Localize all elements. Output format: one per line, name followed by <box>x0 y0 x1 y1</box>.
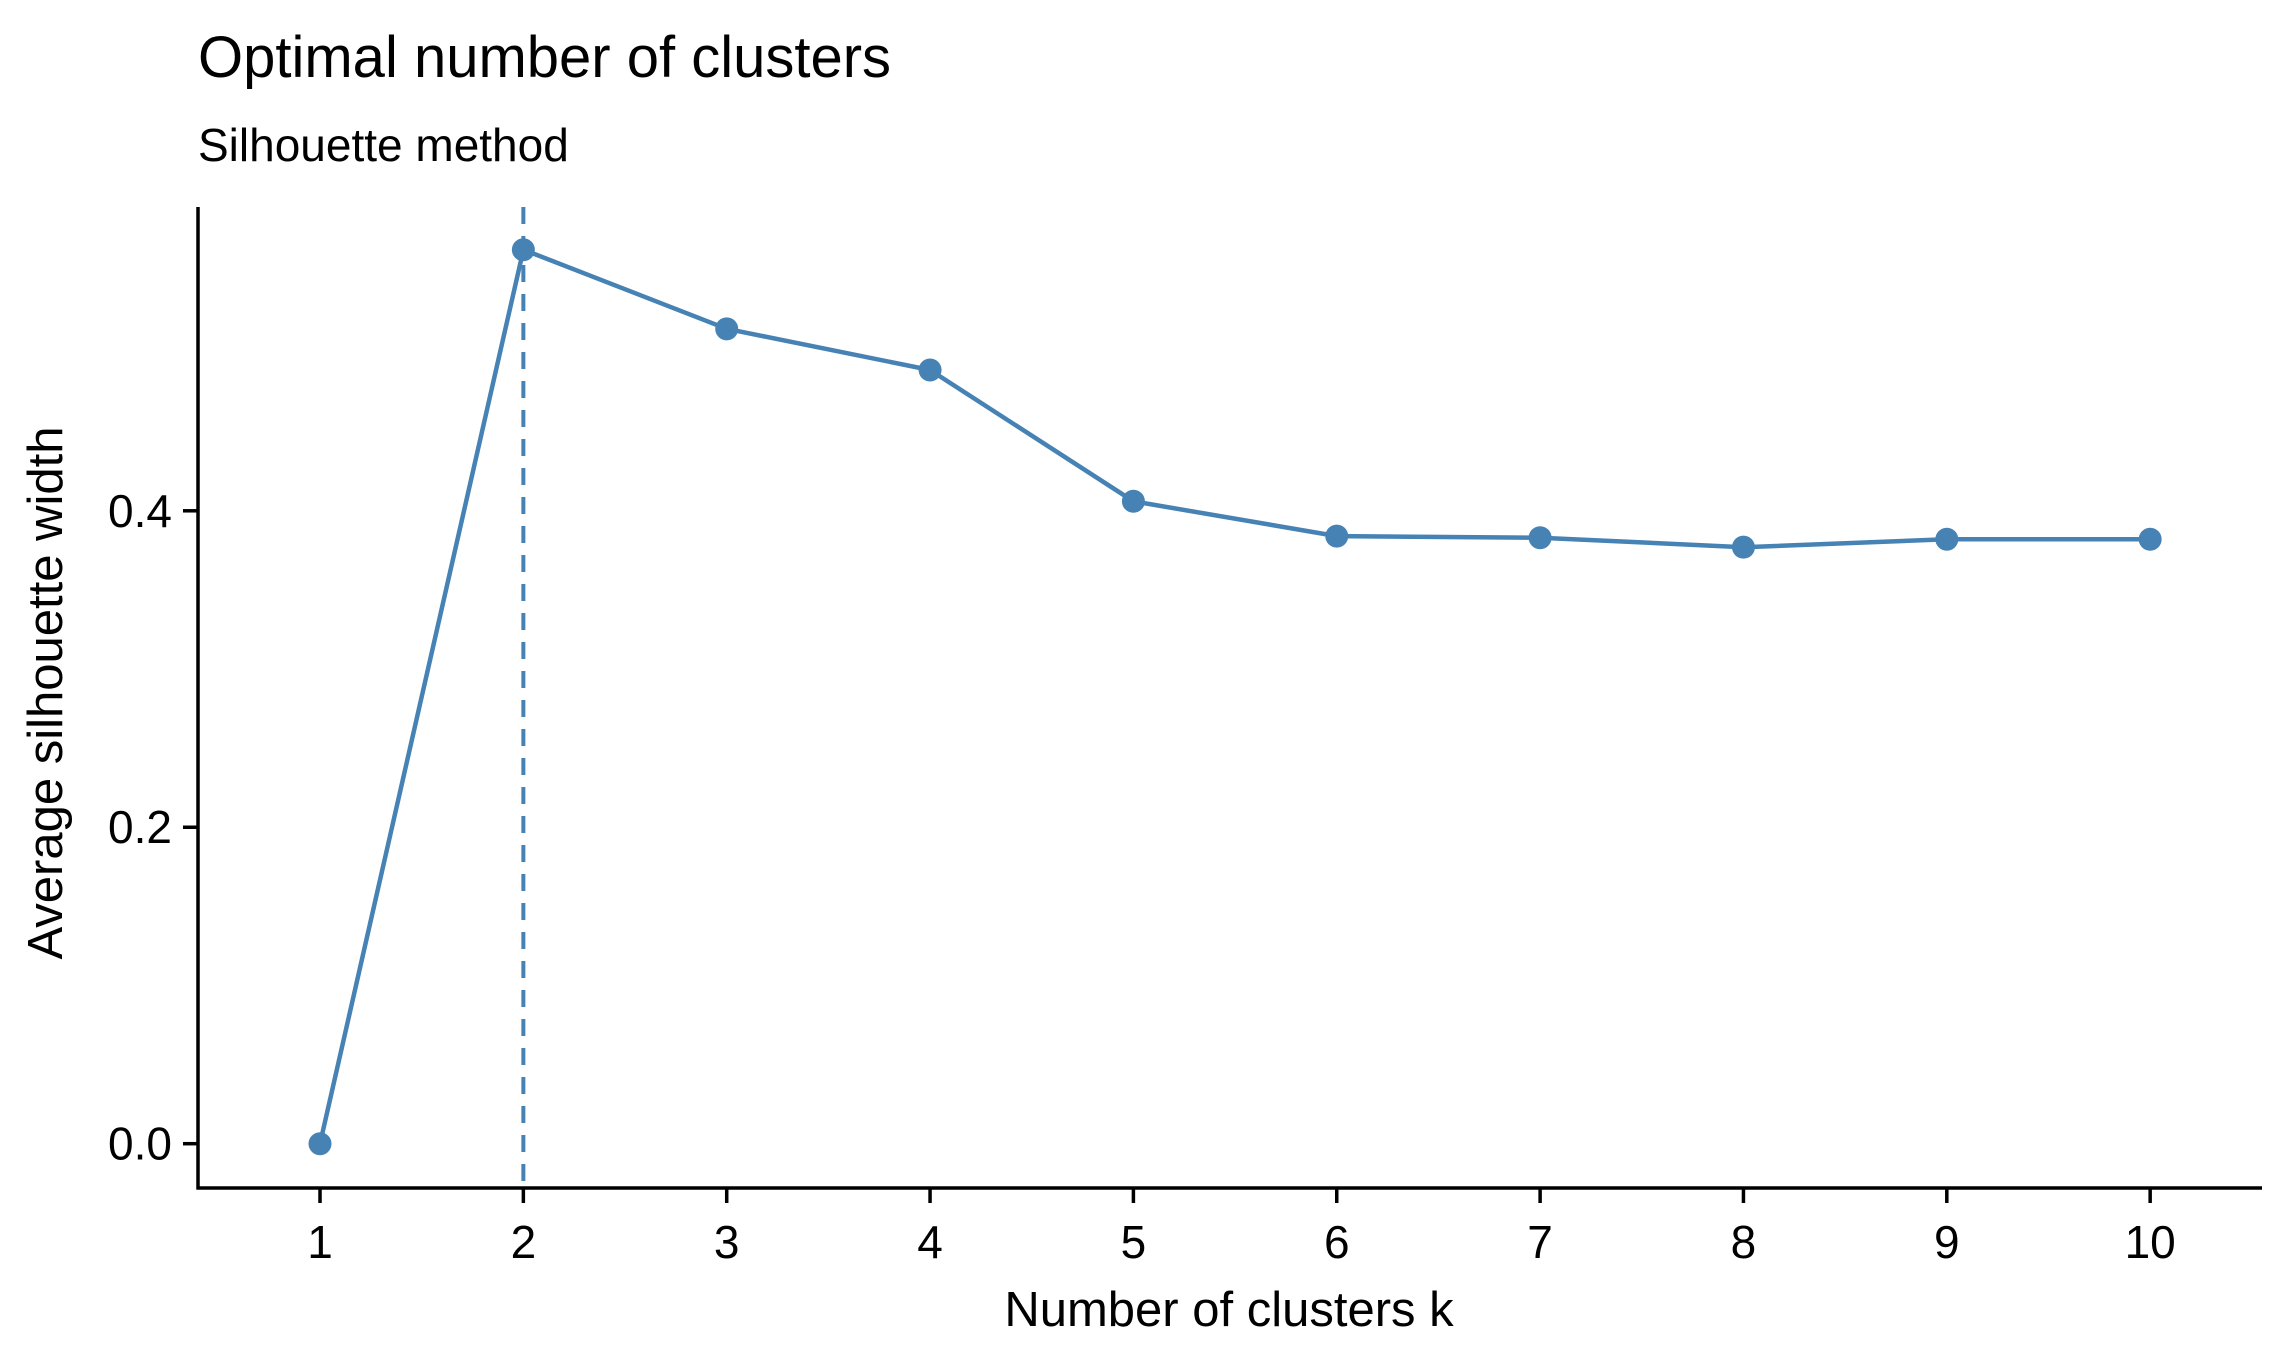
data-point <box>511 238 535 262</box>
y-tick-label: 0.4 <box>108 485 172 537</box>
x-tick-label: 2 <box>511 1216 537 1268</box>
data-point <box>1731 535 1755 559</box>
x-axis-label: Number of clusters k <box>1004 1283 1454 1337</box>
x-tick-label: 4 <box>917 1216 943 1268</box>
x-tick-label: 5 <box>1121 1216 1147 1268</box>
data-point <box>1325 524 1349 548</box>
chart-subtitle: Silhouette method <box>198 119 569 171</box>
x-tick-label: 1 <box>307 1216 333 1268</box>
data-point <box>715 317 739 341</box>
x-tick-label: 8 <box>1731 1216 1757 1268</box>
data-point <box>1935 527 1959 551</box>
x-tick-label: 9 <box>1934 1216 1960 1268</box>
data-point <box>918 358 942 382</box>
data-point <box>2138 527 2162 551</box>
chart-title: Optimal number of clusters <box>198 25 891 90</box>
y-axis-label: Average silhouette width <box>19 427 73 960</box>
x-tick-label: 7 <box>1527 1216 1553 1268</box>
y-tick-label: 0.0 <box>108 1118 172 1170</box>
x-tick-label: 6 <box>1324 1216 1350 1268</box>
x-tick-label: 10 <box>2125 1216 2176 1268</box>
data-point <box>308 1132 332 1156</box>
x-tick-label: 3 <box>714 1216 740 1268</box>
plot-area: 0.0 0.2 0.4 1 2 3 4 5 6 7 8 9 10 <box>108 207 2262 1268</box>
series-line <box>317 247 2151 1145</box>
y-tick-label: 0.2 <box>108 801 172 853</box>
data-point <box>1528 526 1552 550</box>
data-point <box>1121 489 1145 513</box>
